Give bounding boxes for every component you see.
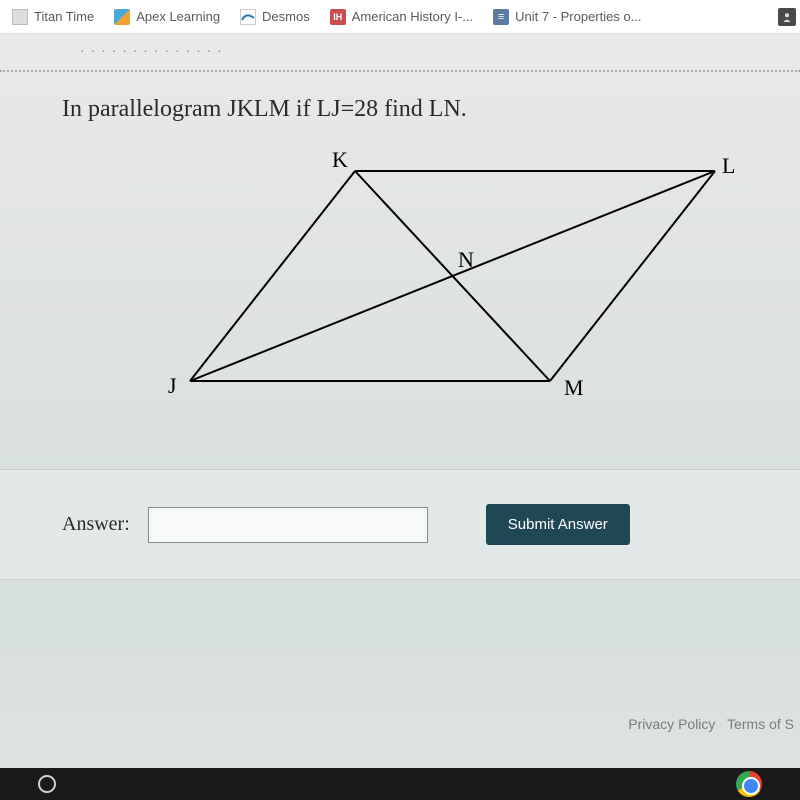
bookmark-desmos[interactable]: Desmos [232, 5, 318, 29]
svg-text:L: L [722, 153, 735, 178]
terms-link[interactable]: Terms of S [727, 716, 794, 732]
bookmark-apex-learning[interactable]: Apex Learning [106, 5, 228, 29]
svg-text:J: J [168, 373, 177, 398]
answer-panel: Answer: Submit Answer [0, 469, 800, 580]
desmos-icon [240, 9, 256, 25]
diagram-svg: J K L M N [160, 141, 750, 421]
svg-text:K: K [332, 147, 348, 172]
svg-text:N: N [458, 247, 474, 272]
os-circle-icon[interactable] [38, 775, 56, 793]
submit-answer-button[interactable]: Submit Answer [486, 504, 630, 545]
faint-header: · · · · · · · · · · · · · · [0, 34, 800, 64]
apex-icon [114, 9, 130, 25]
bookmark-label: Desmos [262, 9, 310, 24]
bookmarks-bar: Titan Time Apex Learning Desmos IH Ameri… [0, 0, 800, 34]
page-icon [12, 9, 28, 25]
svg-text:M: M [564, 375, 584, 400]
bookmark-label: Titan Time [34, 9, 94, 24]
answer-label: Answer: [62, 513, 130, 536]
taskbar [0, 768, 800, 800]
chrome-icon[interactable] [736, 771, 762, 797]
bookmark-unit-7[interactable]: ≡ Unit 7 - Properties o... [485, 5, 649, 29]
question-text: In parallelogram JKLM if LJ=28 find LN. [0, 96, 800, 123]
bookmark-label: Unit 7 - Properties o... [515, 9, 641, 24]
footer-links: Privacy Policy Terms of S [628, 716, 794, 732]
bookmark-titan-time[interactable]: Titan Time [4, 5, 102, 29]
user-icon[interactable] [778, 8, 796, 26]
parallelogram-diagram: J K L M N [0, 141, 800, 441]
list-icon: ≡ [493, 9, 509, 25]
bookmark-label: American History I-... [352, 9, 473, 24]
content-area: · · · · · · · · · · · · · · In parallelo… [0, 34, 800, 774]
bookmark-label: Apex Learning [136, 9, 220, 24]
answer-input[interactable] [148, 507, 428, 543]
bookmark-american-history[interactable]: IH American History I-... [322, 5, 481, 29]
history-icon: IH [330, 9, 346, 25]
privacy-link[interactable]: Privacy Policy [628, 716, 715, 732]
divider [0, 70, 800, 72]
